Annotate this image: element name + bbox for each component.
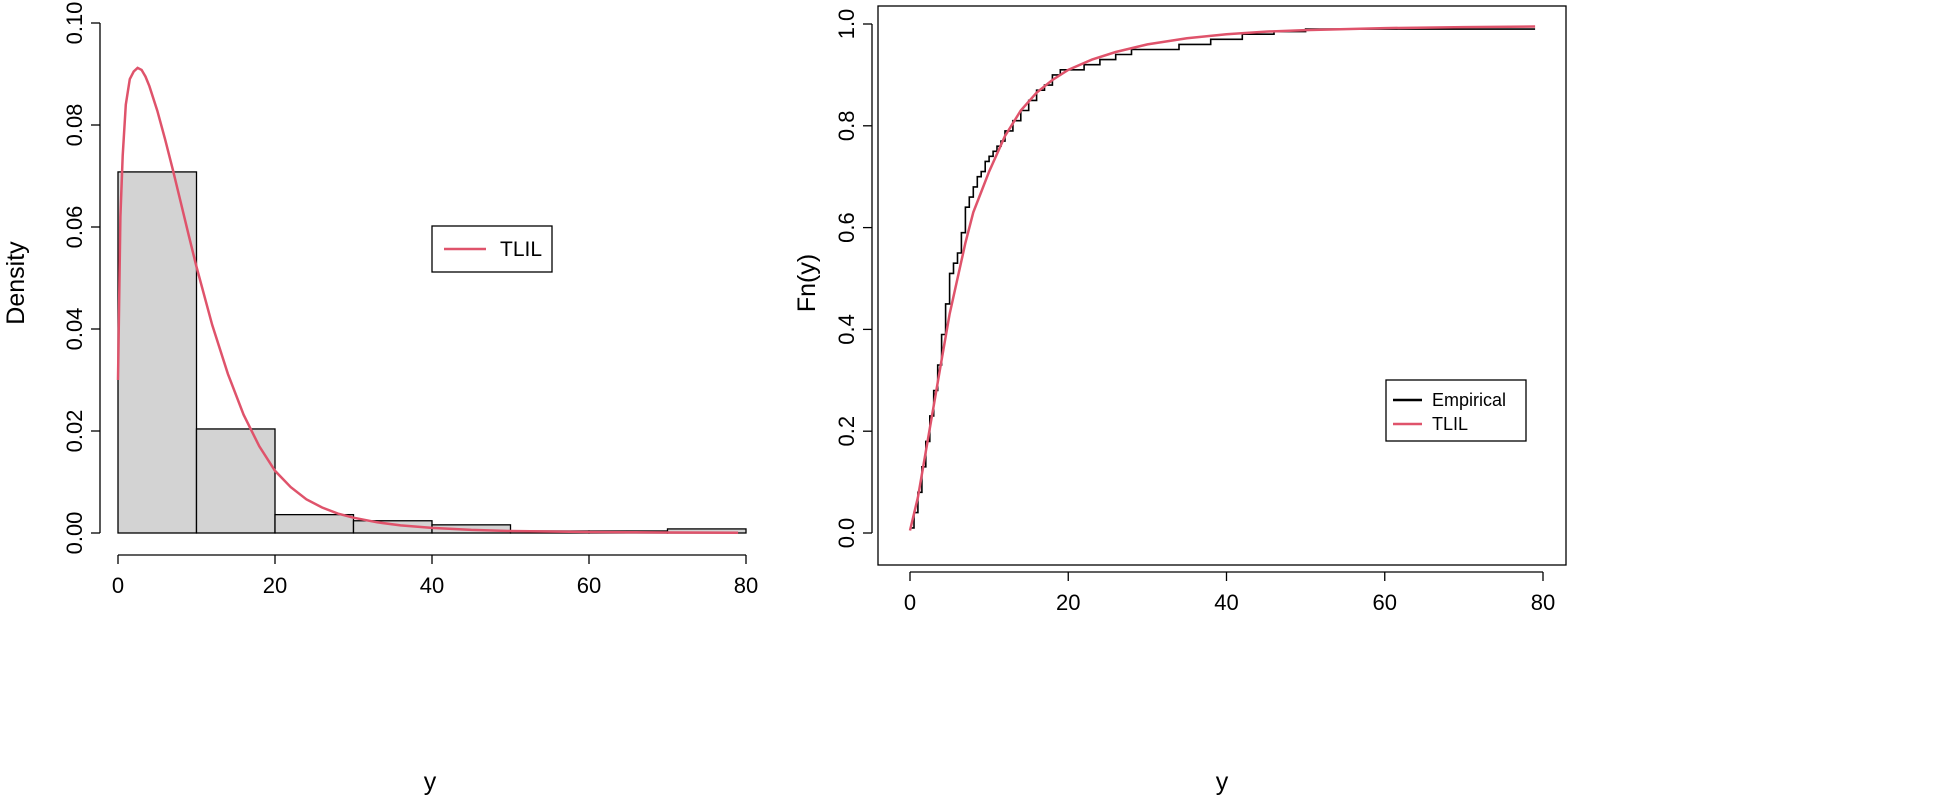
x-tick-label: 80	[734, 573, 758, 598]
x-tick-label: 60	[1373, 590, 1397, 615]
series-line-tlil	[116, 66, 739, 534]
series-line-empirical	[910, 28, 1536, 529]
cdf-curves	[908, 25, 1536, 531]
y-tick-label: 0.2	[834, 416, 859, 447]
histogram-panel: 0 20 40 60 80 0.00 0.02 0.04 0.06 0.08 0.10 y Den…	[2, 2, 758, 795]
legend-label-empirical: Empirical	[1432, 390, 1506, 410]
y-tick-label: 0.0	[834, 518, 859, 549]
x-tick-label: 20	[1056, 590, 1080, 615]
legend-box	[431, 225, 553, 273]
x-tick-label: 40	[420, 573, 444, 598]
y-axis: 0.0 0.2 0.4 0.6 0.8 1.0	[834, 9, 873, 549]
legend-box	[1385, 379, 1527, 442]
y-tick-label: 0.6	[834, 212, 859, 243]
legend-label-tlil: TLIL	[500, 238, 542, 261]
y-axis-title: Density	[2, 241, 30, 325]
histogram-bar	[274, 513, 355, 534]
histogram-bars	[117, 171, 747, 534]
x-tick-label: 0	[112, 573, 124, 598]
y-tick-label: 0.00	[62, 512, 87, 555]
y-axis: 0.00 0.02 0.04 0.06 0.08 0.10	[62, 2, 101, 555]
plot-frame	[877, 5, 1567, 566]
legend-label-tlil: TLIL	[1432, 414, 1468, 434]
y-tick-label: 0.8	[834, 111, 859, 142]
histogram-bar	[117, 171, 198, 534]
y-tick-label: 0.08	[62, 104, 87, 147]
y-tick-label: 0.10	[62, 2, 87, 45]
x-axis: 0 20 40 60 80	[112, 554, 758, 598]
histogram-bar	[195, 428, 276, 534]
y-axis-title: Fn(y)	[793, 254, 821, 312]
y-tick-label: 0.02	[62, 410, 87, 453]
x-axis-title: y	[424, 768, 437, 795]
x-tick-label: 80	[1531, 590, 1555, 615]
x-tick-label: 20	[263, 573, 287, 598]
y-tick-label: 0.06	[62, 206, 87, 249]
y-tick-label: 1.0	[834, 9, 859, 40]
legend: TLIL	[431, 225, 553, 273]
ecdf-panel: 0 20 40 60 80 0.0 0.2 0.4 0.6 0.8 1.0 y Fn(y) Emp…	[793, 5, 1567, 795]
x-axis-title: y	[1216, 768, 1229, 795]
x-tick-label: 0	[904, 590, 916, 615]
y-tick-label: 0.04	[62, 308, 87, 351]
legend: Empirical TLIL	[1385, 379, 1527, 442]
series-line-tlil	[908, 25, 1536, 531]
x-tick-label: 60	[577, 573, 601, 598]
density-curves	[116, 66, 739, 534]
y-tick-label: 0.4	[834, 314, 859, 345]
x-axis: 0 20 40 60 80	[904, 571, 1555, 615]
x-tick-label: 40	[1214, 590, 1238, 615]
